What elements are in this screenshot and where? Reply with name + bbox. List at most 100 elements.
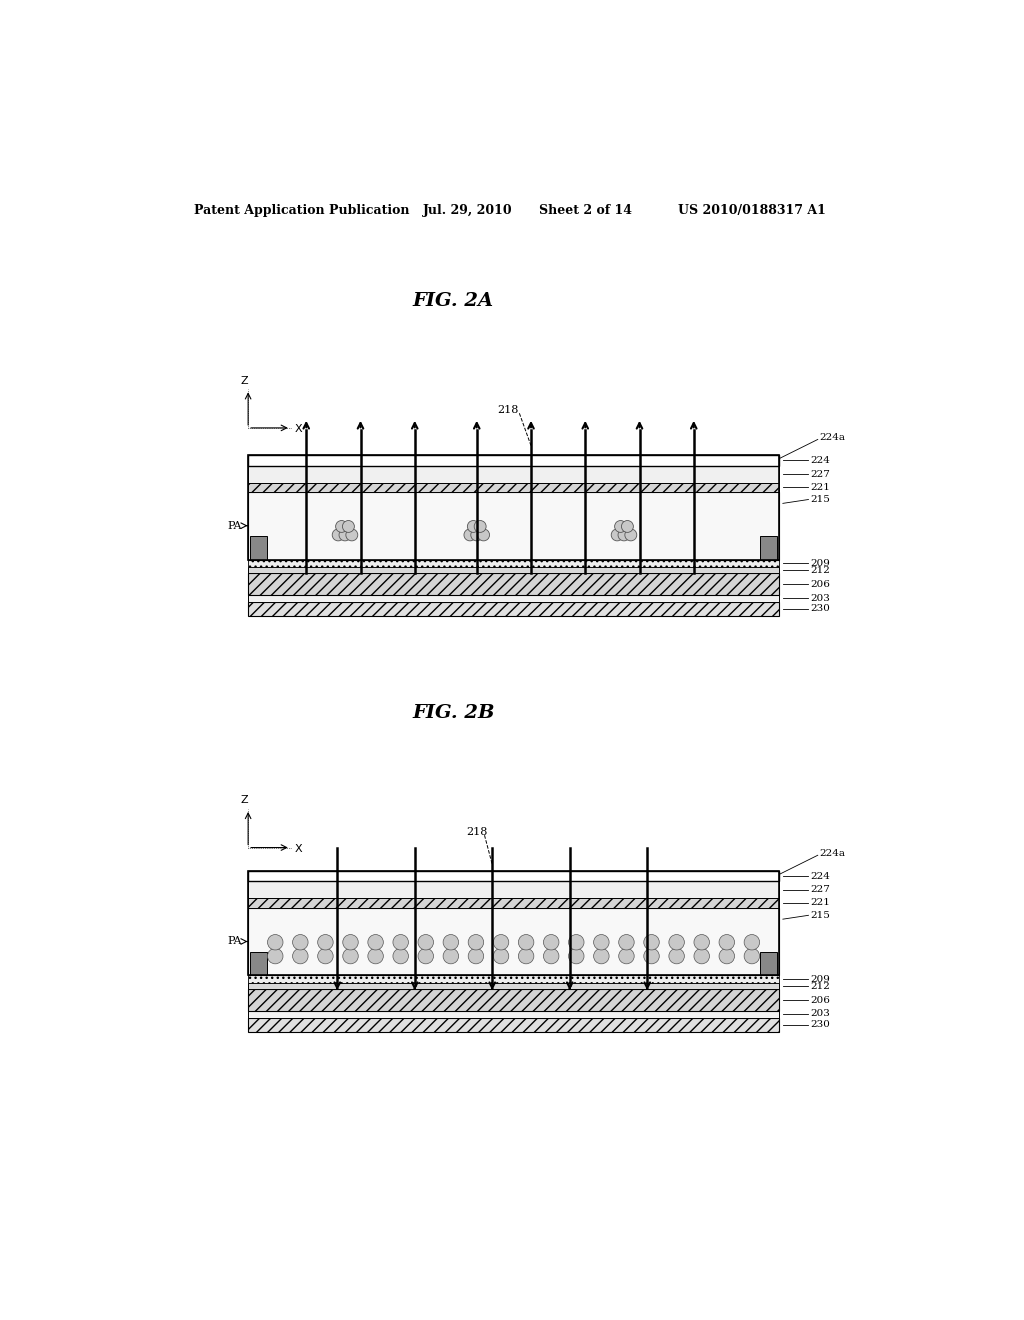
- Circle shape: [443, 948, 459, 964]
- Circle shape: [368, 935, 383, 950]
- Bar: [248, 908, 779, 975]
- Text: Sheet 2 of 14: Sheet 2 of 14: [539, 205, 632, 218]
- Bar: [248, 466, 779, 483]
- Text: US 2010/0188317 A1: US 2010/0188317 A1: [678, 205, 826, 218]
- Text: Jul. 29, 2010: Jul. 29, 2010: [423, 205, 512, 218]
- Text: 230: 230: [810, 605, 829, 614]
- Circle shape: [618, 529, 630, 541]
- Circle shape: [744, 948, 760, 964]
- Text: 206: 206: [810, 995, 829, 1005]
- Circle shape: [477, 529, 489, 541]
- Circle shape: [494, 948, 509, 964]
- Circle shape: [368, 948, 383, 964]
- Bar: [248, 1011, 779, 1018]
- Circle shape: [644, 948, 659, 964]
- Text: 224a: 224a: [819, 849, 845, 858]
- Bar: [248, 492, 779, 560]
- Bar: [248, 882, 779, 899]
- Circle shape: [468, 935, 483, 950]
- Circle shape: [293, 935, 308, 950]
- Text: 203: 203: [810, 594, 829, 602]
- Bar: [248, 483, 779, 492]
- Bar: [248, 1018, 779, 1032]
- Bar: [248, 871, 779, 975]
- Circle shape: [694, 935, 710, 950]
- Text: X: X: [295, 843, 302, 854]
- Text: Patent Application Publication: Patent Application Publication: [194, 205, 410, 218]
- Bar: [248, 568, 779, 573]
- Bar: [248, 573, 779, 595]
- Text: 227: 227: [810, 470, 829, 479]
- Circle shape: [267, 948, 283, 964]
- Circle shape: [343, 935, 358, 950]
- Text: FIG. 2B: FIG. 2B: [413, 704, 495, 722]
- Bar: [248, 560, 779, 568]
- Text: Z: Z: [241, 376, 248, 385]
- Bar: [248, 455, 779, 466]
- Circle shape: [393, 948, 409, 964]
- Circle shape: [267, 935, 283, 950]
- Circle shape: [719, 935, 734, 950]
- Circle shape: [317, 935, 333, 950]
- Text: 221: 221: [810, 899, 829, 907]
- Text: 221: 221: [810, 483, 829, 491]
- Text: FIG. 2A: FIG. 2A: [413, 292, 494, 310]
- Text: X: X: [295, 425, 302, 434]
- Text: Z: Z: [241, 795, 248, 805]
- Bar: [248, 899, 779, 908]
- Circle shape: [342, 520, 354, 532]
- Text: 218: 218: [466, 828, 487, 837]
- Circle shape: [719, 948, 734, 964]
- Text: 209: 209: [810, 974, 829, 983]
- Circle shape: [443, 935, 459, 950]
- Bar: [248, 602, 779, 615]
- Circle shape: [568, 948, 584, 964]
- Circle shape: [611, 529, 624, 541]
- Circle shape: [293, 948, 308, 964]
- Circle shape: [346, 529, 357, 541]
- Bar: [248, 989, 779, 1011]
- Circle shape: [474, 520, 486, 532]
- Text: 206: 206: [810, 579, 829, 589]
- Circle shape: [332, 529, 344, 541]
- Circle shape: [468, 948, 483, 964]
- Circle shape: [418, 948, 433, 964]
- Text: 230: 230: [810, 1020, 829, 1030]
- Bar: [248, 975, 779, 983]
- Text: 212: 212: [810, 982, 829, 990]
- Circle shape: [544, 948, 559, 964]
- Circle shape: [494, 935, 509, 950]
- Circle shape: [568, 935, 584, 950]
- Circle shape: [544, 935, 559, 950]
- Text: 212: 212: [810, 566, 829, 574]
- Text: 215: 215: [810, 911, 829, 920]
- Text: 227: 227: [810, 886, 829, 895]
- Bar: [761, 952, 777, 975]
- Bar: [761, 536, 777, 560]
- Circle shape: [518, 935, 534, 950]
- Text: PA: PA: [227, 936, 242, 946]
- Circle shape: [618, 935, 634, 950]
- Circle shape: [471, 529, 482, 541]
- Circle shape: [594, 935, 609, 950]
- Circle shape: [339, 529, 351, 541]
- Circle shape: [744, 935, 760, 950]
- Text: 209: 209: [810, 558, 829, 568]
- Circle shape: [343, 948, 358, 964]
- Bar: [248, 983, 779, 989]
- Circle shape: [618, 948, 634, 964]
- Circle shape: [644, 935, 659, 950]
- Text: 203: 203: [810, 1010, 829, 1018]
- Circle shape: [669, 948, 684, 964]
- Text: 224a: 224a: [819, 433, 845, 442]
- Bar: [248, 595, 779, 602]
- Text: 215: 215: [810, 495, 829, 504]
- Circle shape: [467, 520, 479, 532]
- Circle shape: [518, 948, 534, 964]
- Circle shape: [393, 935, 409, 950]
- Circle shape: [622, 520, 634, 532]
- Text: 224: 224: [810, 455, 829, 465]
- Circle shape: [336, 520, 347, 532]
- Circle shape: [464, 529, 476, 541]
- Bar: [250, 536, 266, 560]
